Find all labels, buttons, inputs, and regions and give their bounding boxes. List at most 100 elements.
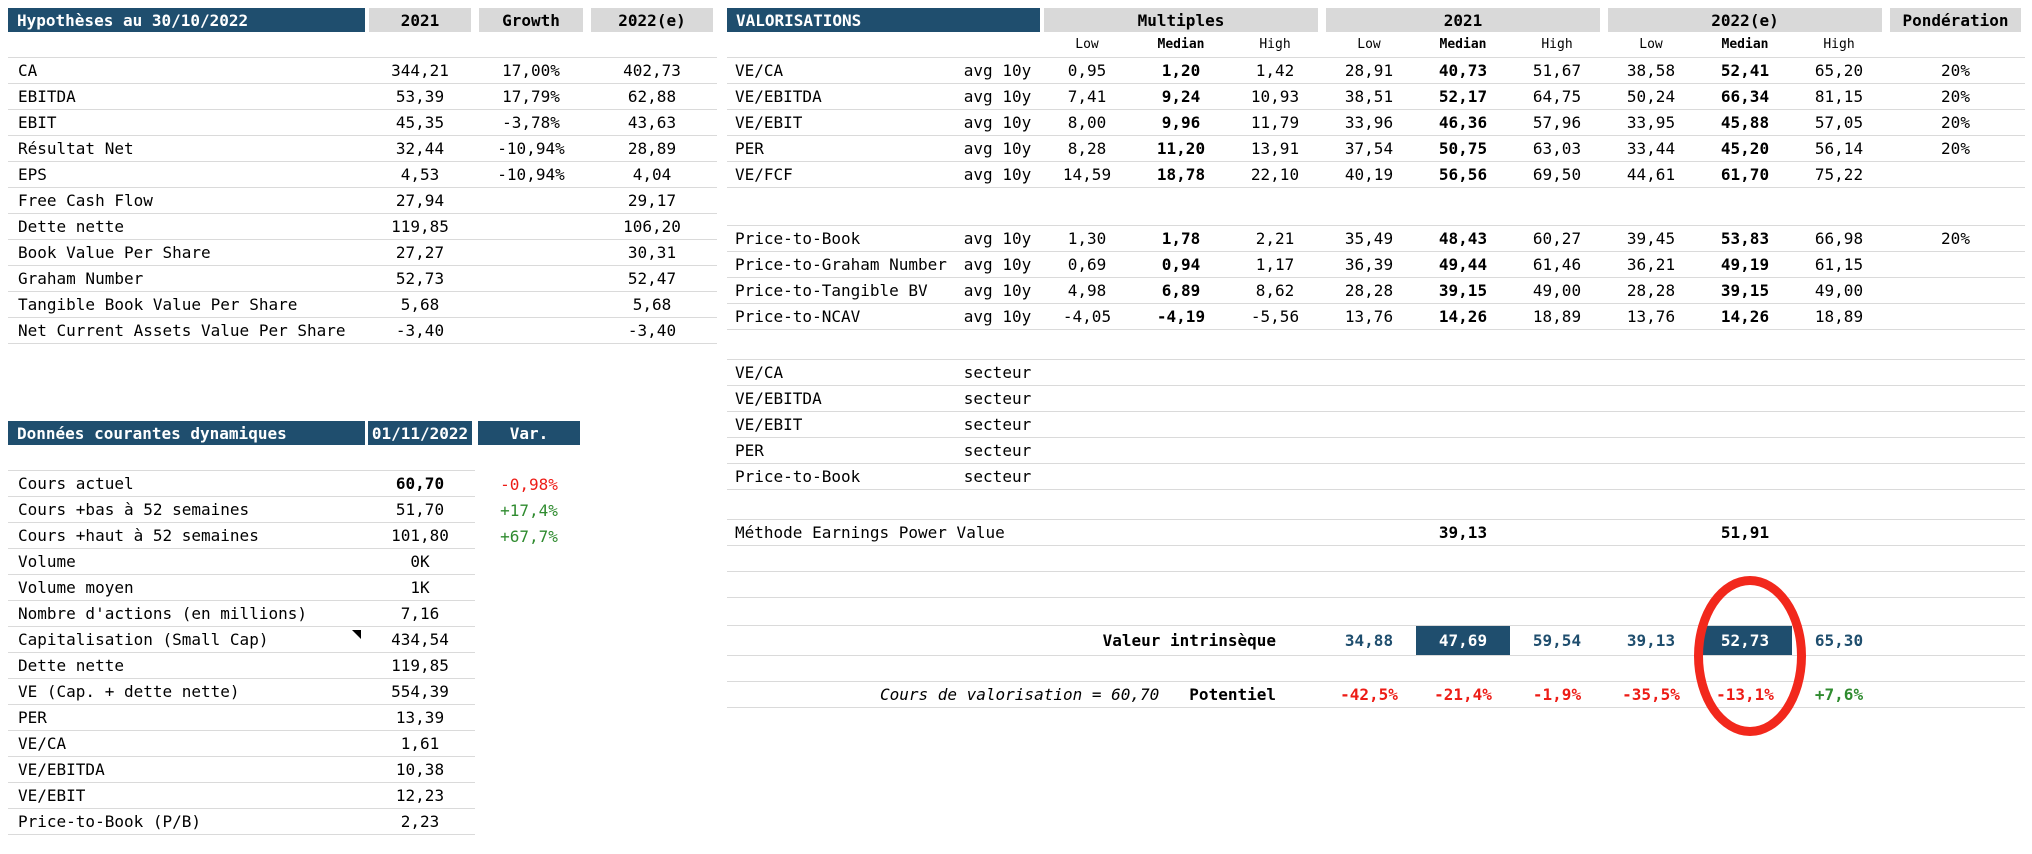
row-label-cell[interactable]: Capitalisation (Small Cap)	[8, 627, 365, 653]
row-label-cell[interactable]: PER	[8, 705, 365, 731]
row-label-cell[interactable]: Nombre d'actions (en millions)	[8, 601, 365, 627]
value-cell[interactable]: 28,28	[1344, 281, 1394, 300]
row-label-cell[interactable]: VE/CA	[735, 61, 784, 80]
potential-value-cell[interactable]: -42,5%	[1340, 685, 1398, 704]
row-label-cell[interactable]: VE/EBITDA	[735, 87, 822, 106]
method-cell[interactable]: avg 10y	[963, 139, 1032, 158]
value-2021-cell[interactable]: -3,40	[395, 321, 445, 340]
value-2021-cell[interactable]: 4,53	[400, 165, 440, 184]
value-2022e-cell[interactable]: 5,68	[632, 295, 672, 314]
row-label-cell[interactable]: PER	[735, 441, 764, 460]
value-cell[interactable]: 1,17	[1255, 255, 1295, 274]
value-cell[interactable]: 1,30	[1067, 229, 1107, 248]
value-cell[interactable]: 13,91	[1250, 139, 1300, 158]
var-cell[interactable]: +67,7%	[500, 526, 558, 546]
method-cell[interactable]: avg 10y	[963, 229, 1032, 248]
value-2022e-cell[interactable]: 402,73	[623, 61, 681, 80]
value-cell[interactable]: 51,70	[365, 497, 475, 523]
var-cell[interactable]	[475, 549, 583, 575]
row-label-cell[interactable]: Dette nette	[8, 653, 365, 679]
value-cell[interactable]: 56,14	[1814, 139, 1864, 158]
intrinsic-value-cell[interactable]: 34,88	[1344, 631, 1394, 650]
value-growth-cell[interactable]	[475, 188, 587, 213]
value-cell[interactable]: 10,38	[365, 757, 475, 783]
row-label-cell[interactable]: Dette nette	[18, 217, 124, 236]
group-header-2021[interactable]: 2021	[1326, 8, 1600, 32]
value-2022e-cell[interactable]: 62,88	[627, 87, 677, 106]
row-label-cell[interactable]: Price-to-Tangible BV	[735, 281, 928, 300]
epv-2021-median-cell[interactable]: 39,13	[1438, 523, 1488, 542]
subheader-high[interactable]: High	[1823, 37, 1855, 52]
intrinsic-value-cell[interactable]: 39,13	[1626, 631, 1676, 650]
value-cell[interactable]: 0K	[365, 549, 475, 575]
ponderation-cell[interactable]: 20%	[1941, 229, 1970, 248]
value-cell[interactable]: 39,45	[1626, 229, 1676, 248]
group-header-multiples[interactable]: Multiples	[1044, 8, 1318, 32]
var-cell[interactable]: -0,98%	[500, 474, 558, 494]
value-cell[interactable]: 40,19	[1344, 165, 1394, 184]
value-cell[interactable]: -4,05	[1062, 307, 1112, 326]
value-cell[interactable]: 4,98	[1067, 281, 1107, 300]
value-cell[interactable]: 66,98	[1814, 229, 1864, 248]
method-cell[interactable]: secteur	[963, 389, 1032, 408]
value-growth-cell[interactable]	[475, 240, 587, 265]
value-cell[interactable]: 56,56	[1438, 165, 1488, 184]
value-cell[interactable]: 13,39	[365, 705, 475, 731]
value-cell[interactable]: 38,51	[1344, 87, 1394, 106]
subheader-low[interactable]: Low	[1639, 37, 1663, 52]
value-cell[interactable]: 18,78	[1156, 165, 1206, 184]
var-cell[interactable]	[475, 679, 583, 705]
cours-de-valorisation-label[interactable]: Cours de valorisation = 60,70	[879, 685, 1160, 704]
value-cell[interactable]: 61,15	[1814, 255, 1864, 274]
var-cell[interactable]	[475, 575, 583, 601]
column-header-growth[interactable]: Growth	[479, 8, 583, 32]
value-cell[interactable]: 8,00	[1067, 113, 1107, 132]
var-cell[interactable]	[475, 757, 583, 783]
row-label-cell[interactable]: VE/CA	[735, 363, 784, 382]
value-cell[interactable]: 28,28	[1626, 281, 1676, 300]
row-label-cell[interactable]: Volume moyen	[8, 575, 365, 601]
value-cell[interactable]: 36,21	[1626, 255, 1676, 274]
value-cell[interactable]: 33,95	[1626, 113, 1676, 132]
row-label-cell[interactable]: Free Cash Flow	[18, 191, 153, 210]
ponderation-cell[interactable]	[1886, 304, 2025, 329]
potential-value-cell[interactable]: -21,4%	[1434, 685, 1492, 704]
column-header-2021[interactable]: 2021	[369, 8, 471, 32]
value-2021-cell[interactable]: 32,44	[395, 139, 445, 158]
subheader-high[interactable]: High	[1541, 37, 1573, 52]
value-cell[interactable]: 8,62	[1255, 281, 1295, 300]
value-2021-cell[interactable]: 45,35	[395, 113, 445, 132]
value-cell[interactable]: 49,44	[1438, 255, 1488, 274]
value-cell[interactable]: 38,58	[1626, 61, 1676, 80]
row-label-cell[interactable]: Price-to-Book	[735, 467, 861, 486]
value-cell[interactable]: 554,39	[365, 679, 475, 705]
value-cell[interactable]: -4,19	[1156, 307, 1206, 326]
value-2021-cell[interactable]: 52,73	[395, 269, 445, 288]
row-label-cell[interactable]: Price-to-Graham Number	[735, 255, 947, 274]
value-cell[interactable]: 60,70	[365, 471, 475, 497]
row-label-cell[interactable]: VE/FCF	[735, 165, 793, 184]
value-cell[interactable]: 11,20	[1156, 139, 1206, 158]
row-label-cell[interactable]: VE/CA	[8, 731, 365, 757]
value-2021-cell[interactable]: 27,94	[395, 191, 445, 210]
value-cell[interactable]: 22,10	[1250, 165, 1300, 184]
row-label-cell[interactable]: Résultat Net	[18, 139, 134, 158]
epv-label[interactable]: Méthode Earnings Power Value	[735, 523, 1005, 542]
row-label-cell[interactable]: VE/EBITDA	[8, 757, 365, 783]
value-cell[interactable]: 46,36	[1438, 113, 1488, 132]
value-2022e-cell[interactable]: 30,31	[627, 243, 677, 262]
value-growth-cell[interactable]	[475, 266, 587, 291]
value-2022e-cell[interactable]: 106,20	[623, 217, 681, 236]
value-cell[interactable]: 52,41	[1720, 61, 1770, 80]
row-label-cell[interactable]: Price-to-Book (P/B)	[8, 809, 365, 835]
value-cell[interactable]: 2,21	[1255, 229, 1295, 248]
method-cell[interactable]: avg 10y	[963, 281, 1032, 300]
row-label-cell[interactable]: Price-to-NCAV	[735, 307, 861, 326]
value-2022e-cell[interactable]: 43,63	[627, 113, 677, 132]
value-cell[interactable]: 28,91	[1344, 61, 1394, 80]
value-2022e-cell[interactable]: 52,47	[627, 269, 677, 288]
value-cell[interactable]: 1,20	[1161, 61, 1201, 80]
var-cell[interactable]: +17,4%	[500, 500, 558, 520]
group-header-ponderation[interactable]: Pondération	[1890, 8, 2021, 32]
method-cell[interactable]: avg 10y	[963, 87, 1032, 106]
